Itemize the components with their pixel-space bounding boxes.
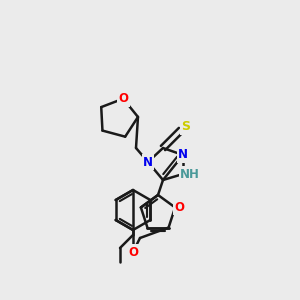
Text: NH: NH <box>180 167 200 181</box>
Text: N: N <box>143 155 153 169</box>
Text: O: O <box>118 92 128 105</box>
Text: N: N <box>178 148 188 161</box>
Text: O: O <box>174 201 184 214</box>
Text: O: O <box>128 245 138 259</box>
Text: S: S <box>182 121 190 134</box>
